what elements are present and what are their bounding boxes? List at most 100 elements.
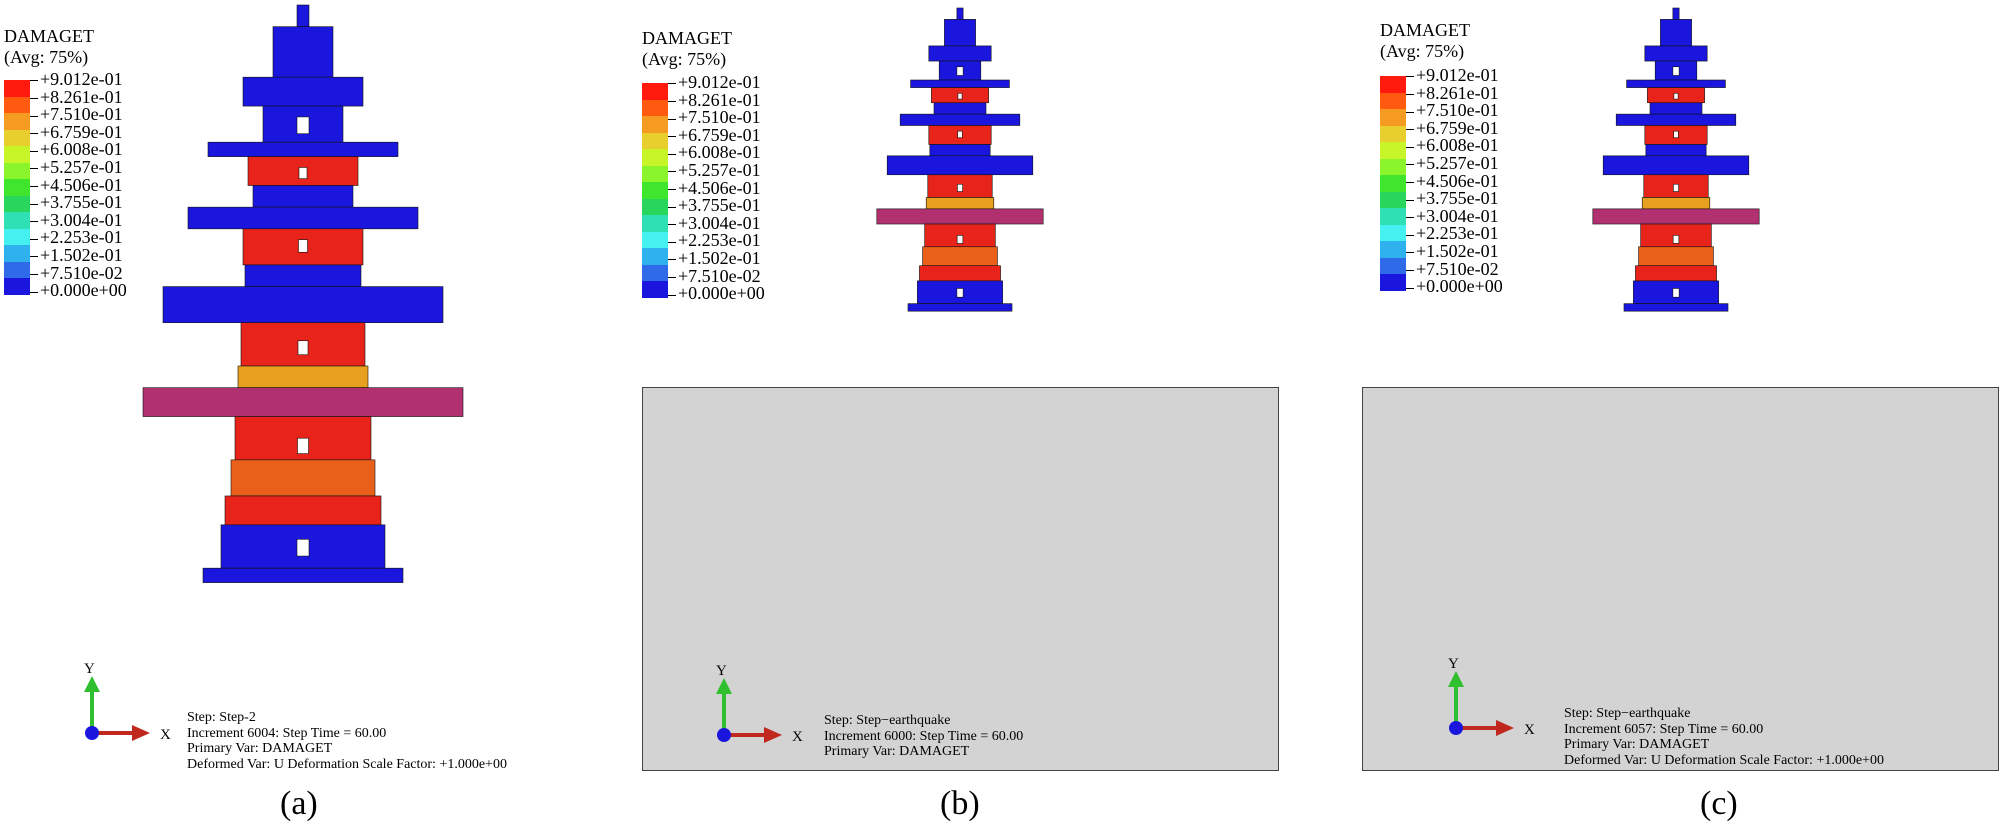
scale-tick-label: +6.759e-01 (1406, 119, 1503, 138)
scale-swatch (1380, 208, 1406, 226)
scale-swatch (642, 231, 668, 249)
scale-tick-label: +4.506e-01 (1406, 172, 1503, 191)
pagoda-a (142, 4, 464, 583)
scale-swatch (642, 182, 668, 200)
axis-triad: Y X (716, 663, 803, 745)
pagoda-window (297, 340, 309, 356)
pagoda-window (1673, 130, 1679, 139)
scale-swatch (1380, 109, 1406, 127)
pagoda-storey (910, 79, 1010, 88)
scale-swatch (642, 215, 668, 233)
pagoda-storey (296, 4, 310, 27)
scale-ticks: +9.012e-01 +8.261e-01 +7.510e-01 +6.759e-01… (30, 70, 127, 300)
scale-ticks: +9.012e-01 +8.261e-01 +7.510e-01 +6.759e-01… (1406, 66, 1503, 296)
axis-triad: Y X (1448, 656, 1535, 738)
scale-swatch (4, 245, 30, 263)
axis-x-label: X (160, 727, 171, 743)
scale-tick-label: +6.759e-01 (30, 123, 127, 142)
scale-tick-label: +9.012e-01 (1406, 66, 1503, 85)
pagoda-storey (202, 567, 404, 583)
ground-block (642, 387, 1279, 771)
scale-tick-label: +1.502e-01 (1406, 242, 1503, 261)
pagoda-storey (925, 197, 995, 210)
pagoda-storey (224, 495, 382, 526)
pagoda-window (297, 437, 309, 454)
pagoda-storey (230, 459, 376, 497)
pagoda-window (1672, 235, 1680, 244)
info-increment: Increment 6004: Step Time = 60.00 (187, 725, 387, 741)
scale-tick-label: +3.755e-01 (30, 193, 127, 212)
scale-tick-label: +0.000e+00 (1406, 277, 1503, 296)
pagoda-storey (933, 102, 987, 115)
scale-tick-label: +0.000e+00 (668, 284, 765, 303)
scale-tick-label: +5.257e-01 (668, 161, 765, 180)
scale-tick-label: +8.261e-01 (30, 88, 127, 107)
pagoda-storey (919, 265, 1001, 282)
pagoda-storey (1623, 303, 1729, 312)
scale-tick-label: +1.502e-01 (30, 246, 127, 265)
scale-tick-label: +3.755e-01 (668, 196, 765, 215)
pagoda-storey (1644, 45, 1708, 62)
pagoda-storey (187, 206, 419, 230)
pagoda-storey (252, 185, 354, 208)
pagoda-storey (1626, 79, 1726, 88)
pagoda-storey (1641, 197, 1711, 210)
pagoda-storey (899, 113, 1021, 126)
scale-tick-label: +6.008e-01 (30, 141, 127, 159)
pagoda-storey (142, 387, 464, 417)
scale-swatch (642, 149, 668, 167)
axis-x-label: X (1524, 722, 1535, 738)
pagoda-storey (1635, 265, 1717, 282)
scale-ticks: +9.012e-01 +8.261e-01 +7.510e-01 +6.759e-01… (668, 73, 765, 303)
scale-swatch (1380, 241, 1406, 259)
scale-tick-label: +6.008e-01 (1406, 137, 1503, 155)
axis-y-label: Y (84, 661, 95, 677)
step-info: Step: Step-2 Increment 6004: Step Time =… (187, 710, 507, 772)
scale-swatch (642, 198, 668, 216)
scale-tick-label: +4.506e-01 (30, 176, 127, 195)
pagoda-storey (1638, 246, 1714, 267)
caption-c: (c) (1700, 785, 1738, 822)
scale-swatch (4, 162, 30, 180)
pagoda-storey (944, 19, 976, 47)
legend-b: DAMAGET (Avg: 75%) (642, 28, 732, 70)
legend-title: DAMAGET (642, 28, 732, 48)
caption-a: (a) (280, 785, 318, 822)
scale-tick-label: +2.253e-01 (30, 229, 127, 247)
pagoda-window (298, 167, 308, 179)
info-primary-var: Primary Var: DAMAGET (187, 741, 333, 756)
scale-tick-label: +7.510e-02 (30, 264, 127, 283)
pagoda-storey (1672, 7, 1680, 20)
scale-tick-label: +4.506e-01 (668, 179, 765, 198)
pagoda-window (956, 66, 964, 76)
pagoda-storey (1592, 208, 1760, 225)
scale-swatch (4, 195, 30, 213)
scale-swatch (4, 146, 30, 164)
scale-tick-label: +7.510e-01 (30, 105, 127, 124)
legend-title: DAMAGET (1380, 20, 1470, 40)
scale-swatch (4, 179, 30, 197)
pagoda-storey (929, 144, 991, 157)
ground-block (1362, 387, 1999, 771)
scale-swatch (642, 83, 668, 101)
pagoda-storey (237, 365, 369, 388)
info-primary-var: Primary Var: DAMAGET (1564, 737, 1710, 752)
pagoda-window (1672, 66, 1680, 76)
info-step: Step: Step−earthquake (824, 713, 951, 728)
pagoda-storey (928, 45, 992, 62)
scale-swatch (642, 165, 668, 183)
pagoda-storey (1602, 155, 1750, 176)
scale-tick-label: +8.261e-01 (668, 91, 765, 110)
pagoda-c (1592, 7, 1760, 312)
scale-swatch (4, 228, 30, 246)
scale-swatch (1380, 142, 1406, 160)
scale-tick-label: +6.759e-01 (668, 126, 765, 145)
pagoda-window (956, 288, 964, 298)
axis-x-label: X (792, 729, 803, 745)
axis-y-label: Y (1448, 656, 1459, 672)
pagoda-storey (1660, 19, 1692, 47)
legend-avg: (Avg: 75%) (4, 47, 89, 67)
scale-tick-label: +7.510e-02 (668, 267, 765, 286)
pagoda-window (957, 183, 963, 192)
panel-c: DAMAGET (Avg: 75%) +9.012e-01 +8.261e-01 +… (1360, 0, 2000, 830)
